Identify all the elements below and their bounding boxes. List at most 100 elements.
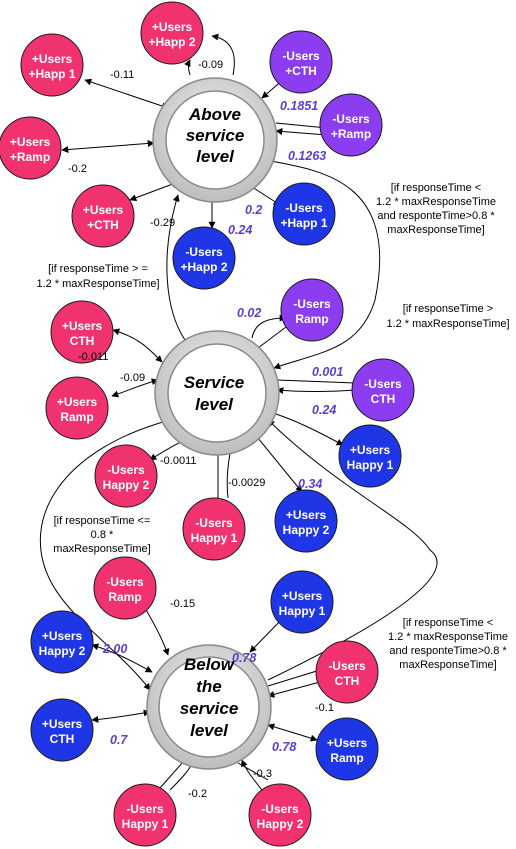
action-node-label: +Happ 2 (180, 260, 227, 274)
action-node-circle (269, 30, 333, 94)
action-node-label: CTH (335, 674, 360, 688)
action-node-circle (280, 278, 344, 342)
edge-a-uh2-in (184, 59, 191, 76)
state-above: Above service level (152, 77, 278, 203)
transition-service-to-below (39, 419, 171, 691)
action-node-a-uh2: +Users+Happ 2 (140, 1, 204, 65)
action-node-label: -Users (332, 112, 370, 126)
edge-s-uh1 (269, 410, 344, 446)
weight-s-dh2: -0.0011 (160, 455, 197, 467)
action-node-circle (93, 556, 157, 620)
action-node-label: +Users (286, 508, 327, 522)
cond-ats-2: 1.2 * maxResponseTime (376, 196, 496, 208)
weight-a-dh1: 0.2 (245, 203, 262, 217)
cond-ats-4: maxResponseTime] (387, 224, 484, 236)
action-node-label: +Happ 1 (28, 67, 75, 81)
edge-b-uh1 (249, 617, 284, 653)
weight-b-ucth: 0.7 (110, 733, 128, 747)
action-node-label: Happy 1 (122, 817, 169, 831)
action-node-label: +CTH (285, 64, 317, 78)
action-node-label: +CTH (87, 218, 119, 232)
cond-bts-3: and responteTime>0.8 * (389, 645, 507, 657)
cond-stb-3: maxResponseTime] (53, 543, 150, 555)
action-nodes: +Users+Happ 1+Users+Happ 2-Users+CTH-Use… (0, 1, 415, 847)
action-node-circle (338, 424, 402, 488)
edge-s-dcth (277, 379, 356, 392)
weight-a-ucth: -0.29 (150, 217, 175, 229)
action-node-circle (113, 783, 177, 847)
action-node-a-dcth: -Users+CTH (269, 30, 333, 94)
condition-below-to-service: [if responseTime < 1.2 * maxResponseTime… (388, 617, 508, 671)
action-node-label: +Users (57, 395, 98, 409)
action-node-label: -Users (282, 49, 320, 63)
action-node-label: -Users (126, 802, 164, 816)
edge-s-ucth (112, 328, 163, 363)
weight-s-dcth: 0.001 (312, 365, 343, 379)
state-service-line1: Service (184, 373, 245, 392)
action-node-circle (270, 570, 334, 634)
action-node-label: +Users (282, 589, 323, 603)
action-node-label: CTH (70, 334, 95, 348)
edge-b-ucth (91, 709, 151, 723)
action-node-label: +Users (42, 629, 83, 643)
action-node-a-ucth: +Users+CTH (71, 184, 135, 248)
edge-b-dh2 (238, 760, 269, 791)
action-node-label: +Users (83, 203, 124, 217)
action-node-label: Happy 2 (283, 523, 330, 537)
weight-s-dramp: 0.02 (237, 306, 261, 320)
cond-bts-1: [if responseTime < (403, 617, 493, 629)
action-node-circle (248, 783, 312, 847)
action-node-circle (0, 116, 62, 180)
edge-s-uramp (111, 378, 159, 398)
weight-b-dramp: -0.15 (170, 598, 195, 610)
action-node-label: -Users (195, 516, 233, 530)
action-node-label: Ramp (330, 751, 363, 765)
action-node-label: Ramp (108, 590, 141, 604)
action-node-circle (182, 497, 246, 561)
action-node-a-dh1: -Users+Happ 1 (272, 182, 336, 246)
state-above-line3: level (196, 147, 235, 166)
action-node-label: -Users (261, 802, 299, 816)
edge-b-uh2 (91, 643, 153, 673)
state-below-line2: the (196, 677, 222, 696)
action-node-label: -Users (106, 575, 144, 589)
action-node-label: -Users (293, 297, 331, 311)
action-node-label: Happy 2 (257, 817, 304, 831)
state-below-line4: level (190, 721, 229, 740)
action-node-circle (315, 717, 379, 781)
weight-b-dh2: -0.3 (253, 768, 272, 780)
action-node-a-uramp: +Users+Ramp (0, 116, 62, 180)
cond-ss-2: 1.2 * maxResponseTime] (386, 318, 509, 330)
transition-above-to-service (264, 159, 381, 370)
weight-s-dh1: -0.0029 (228, 477, 265, 489)
action-node-label: +Ramp (10, 150, 50, 164)
action-node-label: CTH (371, 392, 396, 406)
weight-s-uh2: 0.34 (298, 477, 322, 491)
action-node-circle (20, 33, 84, 97)
action-node-label: -Users (285, 201, 323, 215)
action-node-circle (315, 640, 379, 704)
action-node-label: +Users (32, 52, 73, 66)
cond-sta-2: 1.2 * maxResponseTime] (36, 278, 159, 290)
action-node-circle (351, 358, 415, 422)
condition-service-self: [if responseTime > 1.2 * maxResponseTime… (386, 303, 509, 330)
weight-s-ucth: -0.011 (78, 351, 108, 363)
weight-a-dh2: 0.24 (228, 223, 252, 237)
edge-weights: -0.11 -0.09 0.1851 0.1263 -0.2 -0.29 0.2… (68, 59, 343, 800)
edge-b-dcth (268, 669, 321, 696)
condition-service-to-below: [if responseTime <= 0.8 * maxResponseTim… (53, 515, 150, 555)
weight-b-dh1: -0.2 (188, 788, 207, 800)
